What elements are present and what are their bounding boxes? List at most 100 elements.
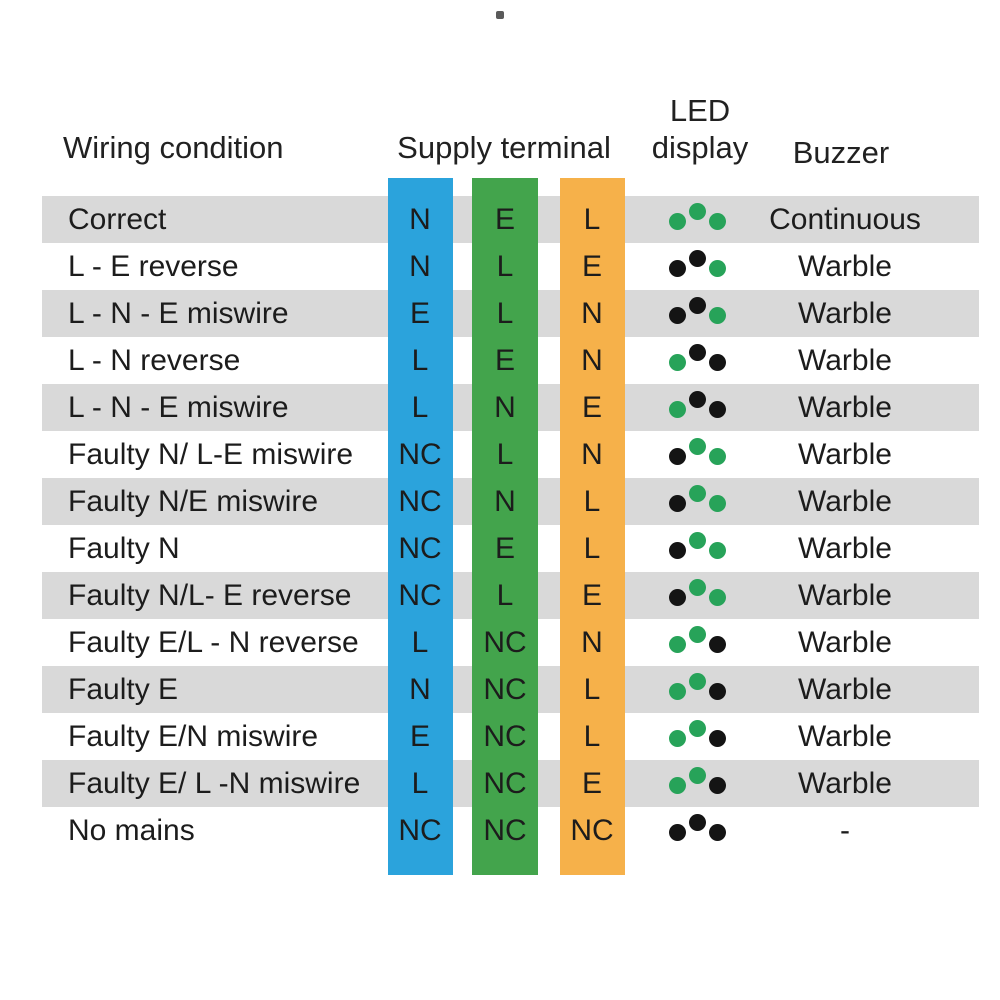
wiring-condition-cell: L - N - E miswire (68, 391, 289, 424)
table-row: Correct N E L Continuous (42, 196, 979, 243)
led-dot-left (669, 589, 686, 606)
led-dot-left (669, 260, 686, 277)
led-dot-left (669, 730, 686, 747)
live-terminal-cell: L (583, 673, 601, 706)
led-dot-right (709, 260, 726, 277)
led-dot-right (709, 636, 726, 653)
top-artifact-dot (496, 11, 504, 19)
live-terminal-cell: E (581, 767, 602, 800)
wiring-condition-cell: Faulty E (68, 673, 179, 706)
led-dot-right (709, 401, 726, 418)
led-dot-right (709, 354, 726, 371)
wiring-condition-cell: Faulty E/ L -N miswire (68, 767, 361, 800)
earth-terminal-cell: NC (483, 814, 527, 847)
neutral-terminal-band (388, 178, 453, 875)
neutral-terminal-cell: L (411, 767, 429, 800)
led-dot-left (669, 683, 686, 700)
table-row: L - N - E miswire E L N Warble (42, 290, 979, 337)
led-display-indicator (668, 807, 732, 854)
wiring-condition-cell: No mains (68, 814, 195, 847)
earth-terminal-cell: NC (483, 673, 527, 706)
buzzer-cell: Warble (798, 391, 892, 424)
led-dot-middle (689, 673, 706, 690)
neutral-terminal-cell: NC (398, 438, 442, 471)
led-display-indicator (668, 478, 732, 525)
led-dot-right (709, 495, 726, 512)
led-display-indicator (668, 760, 732, 807)
table-row: L - E reverse N L E Warble (42, 243, 979, 290)
live-terminal-cell: N (581, 438, 603, 471)
table-row: Faulty E/N miswire E NC L Warble (42, 713, 979, 760)
led-display-indicator (668, 196, 732, 243)
live-terminal-cell: NC (570, 814, 614, 847)
column-header-supply-terminal: Supply terminal (397, 130, 611, 165)
live-terminal-cell: E (581, 391, 602, 424)
led-display-indicator (668, 713, 732, 760)
table-row: Faulty E N NC L Warble (42, 666, 979, 713)
wiring-condition-cell: Faulty N/ L-E miswire (68, 438, 354, 471)
led-dot-left (669, 824, 686, 841)
neutral-terminal-cell: NC (398, 814, 442, 847)
live-terminal-cell: L (583, 720, 601, 753)
led-dot-right (709, 730, 726, 747)
buzzer-cell: Warble (798, 250, 892, 283)
table-row: No mains NC NC NC - (42, 807, 979, 854)
earth-terminal-cell: NC (483, 767, 527, 800)
wiring-condition-cell: Correct (68, 203, 167, 236)
led-dot-middle (689, 767, 706, 784)
led-dot-right (709, 213, 726, 230)
earth-terminal-cell: N (494, 485, 516, 518)
live-terminal-band (560, 178, 625, 875)
neutral-terminal-cell: NC (398, 579, 442, 612)
live-terminal-cell: L (583, 532, 601, 565)
led-dot-middle (689, 720, 706, 737)
table-row: Faulty N NC E L Warble (42, 525, 979, 572)
buzzer-cell: Warble (798, 579, 892, 612)
buzzer-cell: Warble (798, 344, 892, 377)
led-display-indicator (668, 243, 732, 290)
earth-terminal-cell: L (496, 579, 514, 612)
neutral-terminal-cell: N (409, 673, 431, 706)
neutral-terminal-cell: NC (398, 485, 442, 518)
table-row: L - N - E miswire L N E Warble (42, 384, 979, 431)
live-terminal-cell: N (581, 344, 603, 377)
led-dot-left (669, 448, 686, 465)
led-dot-left (669, 354, 686, 371)
buzzer-cell: Warble (798, 532, 892, 565)
led-dot-middle (689, 344, 706, 361)
buzzer-cell: Warble (798, 673, 892, 706)
buzzer-cell: Warble (798, 720, 892, 753)
buzzer-cell: - (840, 814, 850, 847)
buzzer-cell: Warble (798, 438, 892, 471)
wiring-condition-cell: Faulty N (68, 532, 180, 565)
table-row: Faulty E/L - N reverse L NC N Warble (42, 619, 979, 666)
column-header-wiring-condition: Wiring condition (63, 130, 284, 165)
live-terminal-cell: E (581, 250, 602, 283)
led-dot-right (709, 824, 726, 841)
led-display-indicator (668, 384, 732, 431)
led-display-indicator (668, 666, 732, 713)
led-display-indicator (668, 619, 732, 666)
led-dot-middle (689, 485, 706, 502)
led-header-line2: display (651, 130, 749, 165)
led-dot-left (669, 777, 686, 794)
wiring-condition-cell: L - N reverse (68, 344, 241, 377)
table-row: Faulty N/E miswire NC N L Warble (42, 478, 979, 525)
led-dot-left (669, 495, 686, 512)
led-dot-left (669, 636, 686, 653)
earth-terminal-cell: NC (483, 626, 527, 659)
led-dot-right (709, 542, 726, 559)
wiring-condition-cell: Faulty E/L - N reverse (68, 626, 359, 659)
led-dot-middle (689, 626, 706, 643)
led-dot-middle (689, 203, 706, 220)
neutral-terminal-cell: E (409, 720, 430, 753)
earth-terminal-cell: L (496, 438, 514, 471)
column-header-led-display: LED display (638, 92, 762, 166)
led-dot-middle (689, 438, 706, 455)
led-dot-right (709, 589, 726, 606)
buzzer-cell: Warble (798, 297, 892, 330)
earth-terminal-cell: E (494, 532, 515, 565)
wiring-condition-cell: Faulty N/L- E reverse (68, 579, 352, 612)
buzzer-cell: Warble (798, 767, 892, 800)
